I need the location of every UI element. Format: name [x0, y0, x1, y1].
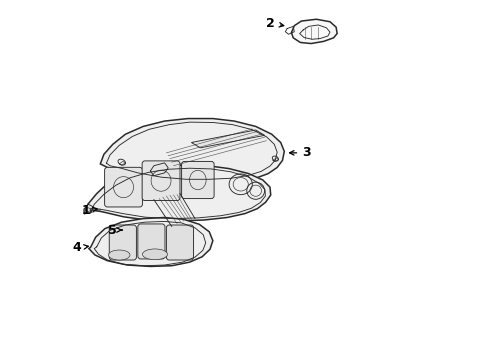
- Ellipse shape: [143, 249, 168, 260]
- Text: 5: 5: [108, 224, 122, 237]
- Text: 3: 3: [290, 147, 311, 159]
- Polygon shape: [84, 204, 93, 214]
- Text: 2: 2: [266, 17, 284, 30]
- Ellipse shape: [125, 225, 139, 235]
- FancyBboxPatch shape: [142, 161, 180, 201]
- Polygon shape: [84, 165, 270, 221]
- Text: 4: 4: [73, 241, 88, 255]
- Ellipse shape: [109, 250, 130, 260]
- Polygon shape: [192, 130, 265, 148]
- Polygon shape: [89, 217, 213, 266]
- FancyBboxPatch shape: [104, 167, 143, 207]
- FancyBboxPatch shape: [167, 225, 194, 260]
- Polygon shape: [100, 118, 284, 183]
- FancyBboxPatch shape: [182, 161, 214, 199]
- Text: 1: 1: [82, 204, 97, 217]
- Polygon shape: [292, 19, 337, 44]
- FancyBboxPatch shape: [138, 224, 165, 259]
- FancyBboxPatch shape: [109, 225, 136, 260]
